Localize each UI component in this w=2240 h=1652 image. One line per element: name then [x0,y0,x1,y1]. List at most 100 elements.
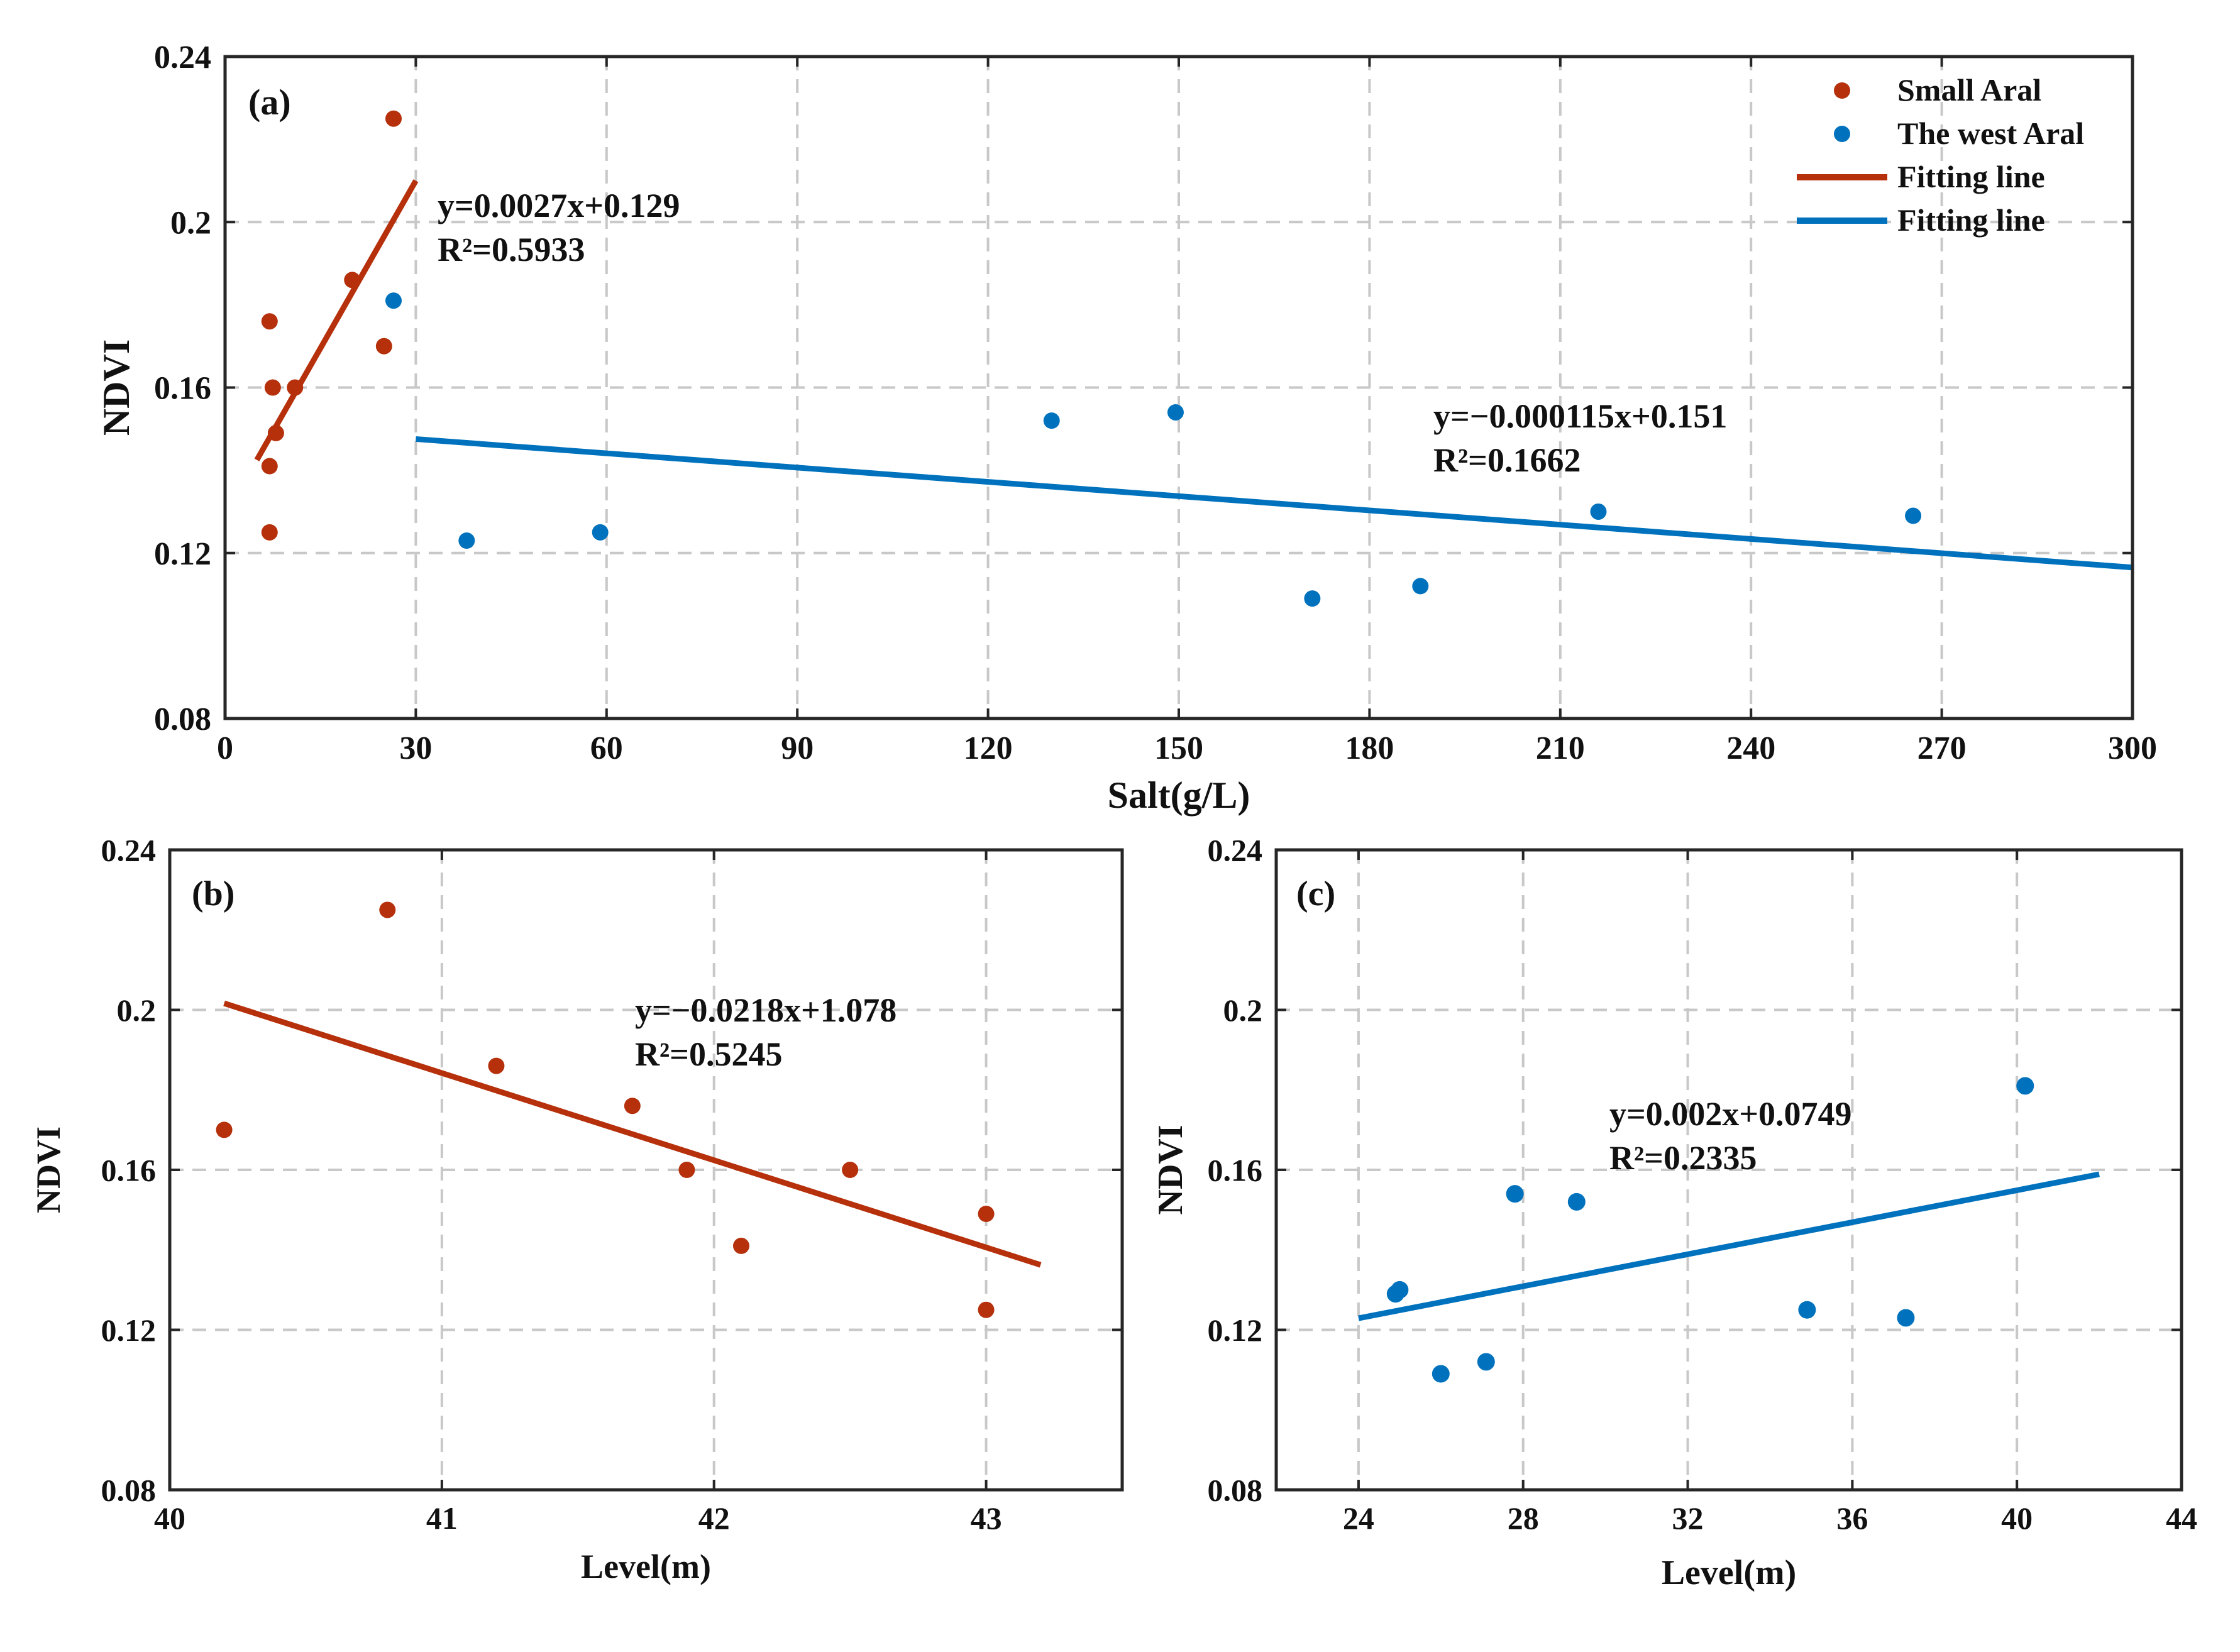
data-point-west-aral [592,524,609,541]
data-point-west-aral [385,292,402,309]
data-point-west-aral [1506,1185,1524,1203]
x-tick-label: 60 [590,730,623,766]
legend: Small Aral The west Aral Fitting line Fitti… [1797,72,2084,238]
fit-r-squared: R²=0.5933 [438,231,585,268]
legend-marker-west-aral [1834,126,1850,142]
fit-equation: y=−0.000115x+0.151 [1433,397,1727,435]
data-point-small-aral [624,1098,641,1115]
x-tick-label: 41 [426,1501,458,1536]
data-point-small-aral [678,1162,695,1178]
panel-label: (a) [248,82,291,123]
x-axis-label: Level(m) [1662,1553,1797,1592]
x-tick-label: 240 [1726,730,1775,766]
axes-frame [168,848,1124,1492]
x-tick-label: 120 [964,730,1013,766]
data-point-west-aral [1905,507,1922,524]
data-point-small-aral [287,379,304,396]
y-tick-label: 0.16 [101,1153,157,1188]
y-tick-label: 0.16 [154,371,211,407]
data-point-west-aral [458,532,475,549]
legend-label: Fitting line [1897,202,2045,238]
x-tick-label: 270 [1917,730,1967,766]
data-point-small-aral [733,1237,749,1254]
data-point-west-aral [1391,1280,1409,1299]
x-tick-label: 42 [698,1501,730,1536]
data-point-west-aral [1567,1192,1586,1211]
x-tick-label: 32 [1672,1501,1704,1536]
panel-a: 0 30 60 90 120 150 180 210 240 270 300 0.08 0.12 0.16… [96,40,2157,816]
fit-r-squared: R²=0.2335 [1609,1139,1757,1177]
fit-line-small-aral [223,1000,1042,1268]
data-point-small-aral [216,1121,233,1138]
x-tick-label: 180 [1345,730,1394,766]
data-point-west-aral [1043,412,1060,429]
fit-r-squared: R²=0.1662 [1433,441,1581,479]
data-point-west-aral [1412,578,1429,595]
x-tick-label: 90 [781,730,814,766]
panel-b: 40 41 42 43 0.08 0.12 0.16 0.2 0.24 Level(m) NDVI y… [30,833,1124,1585]
data-point-small-aral [267,424,284,441]
y-tick-label: 0.12 [154,536,211,572]
x-tick-label: 24 [1343,1501,1374,1536]
legend-label: The west Aral [1897,116,2084,151]
fit-equation: y=−0.0218x+1.078 [635,991,897,1029]
axes-frame [1274,848,2183,1492]
y-axis-label: NDVI [1151,1125,1190,1214]
legend-label: Small Aral [1897,72,2041,107]
x-tick-label: 44 [2166,1501,2197,1536]
data-point-small-aral [375,338,392,355]
panel-c: 24 28 32 36 40 44 0.08 0.12 0.16 0.2 0.24 Level(m) N… [1151,833,2197,1593]
fit-equation: y=0.0027x+0.129 [438,187,680,224]
data-point-west-aral [1432,1365,1450,1383]
data-point-small-aral [261,524,278,541]
data-point-small-aral [488,1057,505,1074]
y-axis-label: NDVI [30,1126,67,1213]
fit-line-west-aral [1358,1171,2100,1321]
data-point-small-aral [264,379,281,396]
data-point-small-aral [261,313,278,330]
y-tick-label: 0.08 [101,1473,157,1508]
x-axis-label: Level(m) [581,1548,711,1585]
legend-marker-small-aral [1834,82,1850,99]
data-point-small-aral [261,458,278,475]
data-point-small-aral [978,1205,995,1222]
data-point-west-aral [1304,590,1321,607]
y-tick-label: 0.24 [1208,833,1263,868]
axes-frame [223,55,2134,720]
y-tick-label: 0.24 [154,40,211,75]
panel-label: (c) [1296,874,1335,913]
legend-label: Fitting line [1897,159,2045,194]
fit-line-west-aral [416,436,2133,571]
y-tick-label: 0.16 [1208,1153,1263,1188]
x-tick-label: 40 [154,1501,185,1536]
fit-equation: y=0.002x+0.0749 [1609,1095,1852,1133]
x-tick-label: 0 [217,730,233,766]
x-tick-label: 210 [1536,730,1585,766]
x-tick-label: 43 [971,1501,1002,1536]
x-axis-label: Salt(g/L) [1108,774,1250,816]
x-tick-label: 150 [1154,730,1203,766]
y-tick-label: 0.24 [101,833,157,868]
x-tick-label: 30 [399,730,432,766]
data-point-west-aral [1590,503,1607,520]
data-point-west-aral [1897,1309,1915,1327]
fit-r-squared: R²=0.5245 [635,1035,782,1073]
data-point-small-aral [385,110,402,127]
x-tick-label: 36 [1836,1501,1868,1536]
y-tick-label: 0.08 [154,702,211,737]
data-point-west-aral [1167,404,1184,421]
y-tick-label: 0.08 [1208,1473,1263,1508]
data-point-west-aral [1798,1301,1816,1319]
data-point-small-aral [842,1162,859,1178]
data-point-west-aral [1477,1353,1495,1371]
x-tick-label: 28 [1508,1501,1539,1536]
y-tick-label: 0.12 [101,1313,157,1348]
data-point-small-aral [978,1301,995,1318]
data-point-small-aral [344,272,361,289]
y-axis-label: NDVI [96,339,137,436]
y-tick-label: 0.12 [1208,1313,1263,1348]
fit-line-small-aral [254,179,419,461]
data-point-small-aral [379,901,396,918]
panel-label: (b) [192,874,234,913]
